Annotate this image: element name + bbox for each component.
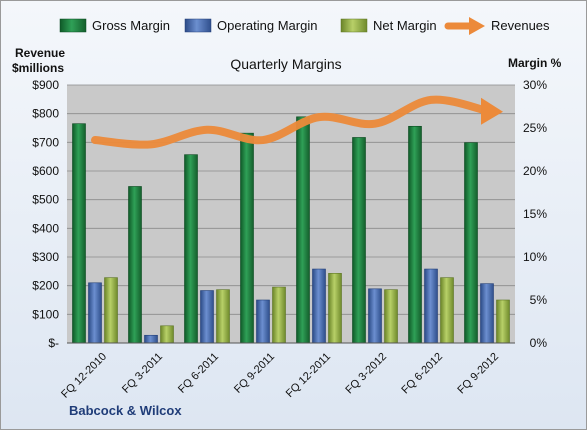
bar-net-margin: [441, 278, 454, 343]
legend-label-gross-margin: Gross Margin: [92, 18, 170, 33]
right-axis-title: Margin %: [508, 56, 562, 70]
left-tick-label: $400: [32, 221, 59, 235]
bar-gross-margin: [353, 137, 366, 343]
bar-net-margin: [497, 300, 510, 343]
right-tick-label: 25%: [523, 121, 547, 135]
legend-swatch-gross-margin: [60, 19, 86, 32]
bar-net-margin: [385, 290, 398, 343]
bar-operating-margin: [425, 269, 438, 343]
left-tick-label: $300: [32, 250, 59, 264]
bar-gross-margin: [129, 186, 142, 343]
x-tick-label: FQ 6-2012: [399, 351, 445, 397]
left-tick-label: $-: [48, 336, 59, 350]
bar-gross-margin: [465, 143, 478, 343]
bar-operating-margin: [369, 289, 382, 343]
bar-operating-margin: [257, 300, 270, 343]
legend-swatch-net-margin: [341, 19, 367, 32]
left-tick-label: $800: [32, 107, 59, 121]
bar-operating-margin: [201, 291, 214, 343]
legend-swatch-operating-margin: [185, 19, 211, 32]
right-tick-label: 15%: [523, 207, 547, 221]
bar-net-margin: [273, 287, 286, 343]
bar-operating-margin: [481, 284, 494, 343]
right-tick-label: 30%: [523, 78, 547, 92]
x-tick-label: FQ 3-2011: [120, 351, 165, 396]
x-tick-label: FQ 3-2012: [343, 351, 389, 397]
x-tick-label: FQ 12-2010: [59, 351, 109, 401]
x-tick-label: FQ 9-2011: [232, 351, 277, 396]
bar-gross-margin: [185, 155, 198, 343]
left-axis-title-line1: Revenue: [15, 46, 65, 60]
bar-operating-margin: [313, 269, 326, 343]
right-tick-label: 0%: [530, 336, 548, 350]
legend-label-revenues: Revenues: [491, 18, 550, 33]
right-tick-label: 20%: [523, 164, 547, 178]
bar-gross-margin: [409, 126, 422, 343]
x-tick-label: FQ 12-2011: [284, 351, 333, 400]
left-tick-label: $600: [32, 164, 59, 178]
legend-arrowhead-revenues: [469, 17, 485, 35]
legend-item-net-margin: Net Margin: [341, 18, 437, 33]
left-tick-label: $100: [32, 307, 59, 321]
left-tick-label: $500: [32, 193, 59, 207]
bar-gross-margin: [241, 133, 254, 343]
legend: Gross Margin Operating Margin Net Margin…: [60, 17, 550, 35]
right-tick-label: 10%: [523, 250, 547, 264]
bar-operating-margin: [89, 283, 102, 343]
left-axis-title-line2: $millions: [12, 61, 64, 75]
legend-label-net-margin: Net Margin: [373, 18, 437, 33]
left-tick-label: $200: [32, 279, 59, 293]
legend-item-gross-margin: Gross Margin: [60, 18, 170, 33]
left-tick-label: $700: [32, 135, 59, 149]
legend-item-revenues: Revenues: [448, 17, 550, 35]
bar-net-margin: [217, 290, 230, 343]
chart-title: Quarterly Margins: [230, 56, 341, 72]
legend-label-operating-margin: Operating Margin: [217, 18, 317, 33]
bar-net-margin: [105, 278, 118, 343]
bar-gross-margin: [73, 124, 86, 343]
legend-item-operating-margin: Operating Margin: [185, 18, 317, 33]
bar-gross-margin: [297, 117, 310, 343]
x-tick-label: FQ 9-2012: [455, 351, 501, 397]
bar-net-margin: [161, 326, 174, 343]
bar-operating-margin: [145, 335, 158, 343]
right-tick-label: 5%: [530, 293, 548, 307]
x-tick-label: FQ 6-2011: [176, 351, 221, 396]
left-tick-label: $900: [32, 78, 59, 92]
footer-company: Babcock & Wilcox: [69, 403, 182, 418]
bar-net-margin: [329, 273, 342, 343]
